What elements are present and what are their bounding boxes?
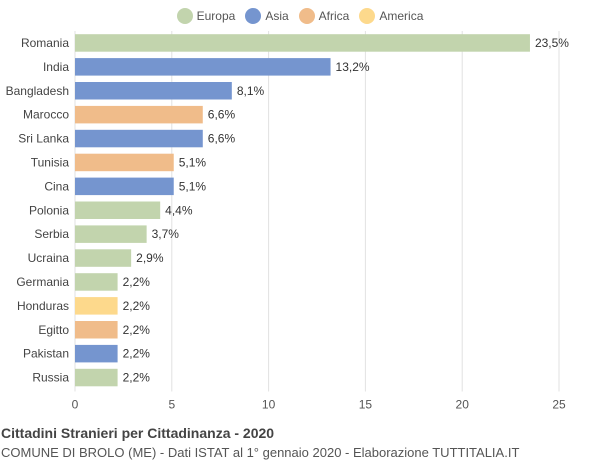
x-tick-label-5: 25 (552, 398, 566, 412)
chart-title: Cittadini Stranieri per Cittadinanza - 2… (1, 425, 275, 441)
value-label-3: 6,6% (208, 108, 236, 122)
bar-marocco (75, 105, 203, 124)
bar-serbia (75, 225, 147, 243)
chart-subtitle: COMUNE DI BROLO (ME) - Dati ISTAT al 1° … (1, 445, 520, 460)
legend-item-africa: Africa (298, 8, 350, 24)
bar-germania (75, 273, 118, 291)
category-label-13: Pakistan (23, 347, 69, 361)
bar-honduras (75, 297, 118, 315)
category-label-11: Honduras (17, 299, 69, 313)
value-label-4: 6,6% (208, 132, 236, 146)
value-label-5: 5,1% (179, 155, 207, 169)
value-label-2: 8,1% (237, 84, 265, 98)
legend-label-asia: Asia (265, 9, 289, 23)
value-label-7: 4,4% (165, 203, 193, 217)
x-tick-label-4: 20 (456, 398, 470, 412)
category-label-0: Romania (21, 36, 69, 50)
value-label-10: 2,2% (123, 275, 151, 289)
legend-label-africa: Africa (318, 9, 350, 23)
bar-india (75, 58, 331, 76)
bar-tunisia (75, 153, 174, 172)
legend-swatch-asia (245, 8, 262, 24)
category-label-5: Tunisia (31, 155, 70, 169)
bar-romania (75, 34, 530, 52)
bar-russia (75, 368, 118, 387)
category-label-10: Germania (16, 275, 69, 289)
value-label-1: 13,2% (336, 60, 370, 74)
category-label-2: Bangladesh (6, 84, 69, 98)
x-tick-label-0: 0 (72, 398, 79, 412)
legend-label-europa: Europa (196, 9, 236, 23)
x-tick-label-2: 10 (262, 398, 276, 412)
category-label-8: Serbia (34, 227, 69, 241)
value-label-8: 3,7% (152, 227, 180, 241)
category-label-6: Cina (44, 179, 69, 193)
legend-item-europa: Europa (176, 8, 236, 24)
value-label-6: 5,1% (179, 179, 207, 193)
category-label-7: Polonia (29, 203, 69, 217)
category-label-12: Egitto (38, 323, 69, 337)
category-label-4: Sri Lanka (18, 132, 69, 146)
x-tick-label-3: 15 (359, 398, 373, 412)
legend-swatch-america (359, 8, 376, 24)
category-label-9: Ucraina (28, 251, 70, 265)
bar-cina (75, 177, 174, 196)
x-tick-label-1: 5 (168, 398, 175, 412)
bar-bangladesh (75, 82, 232, 100)
category-label-14: Russia (32, 371, 69, 385)
legend-item-asia: Asia (245, 8, 289, 24)
value-label-0: 23,5% (535, 36, 569, 50)
category-label-3: Marocco (23, 108, 69, 122)
value-label-12: 2,2% (123, 323, 151, 337)
legend-label-america: America (379, 9, 424, 23)
legend-swatch-europa (176, 8, 193, 24)
value-label-14: 2,2% (123, 371, 151, 385)
bar-egitto (75, 321, 118, 339)
value-label-11: 2,2% (123, 299, 151, 313)
legend: Europa Asia Africa America (0, 6, 600, 26)
bar-ucraina (75, 249, 132, 267)
value-label-13: 2,2% (123, 347, 151, 361)
legend-item-america: America (359, 8, 423, 24)
category-label-1: India (43, 60, 69, 74)
legend-swatch-africa (298, 8, 315, 24)
bar-polonia (75, 201, 161, 219)
bar-sri-lanka (75, 129, 203, 148)
value-label-9: 2,9% (136, 251, 164, 265)
bar-pakistan (75, 344, 118, 363)
